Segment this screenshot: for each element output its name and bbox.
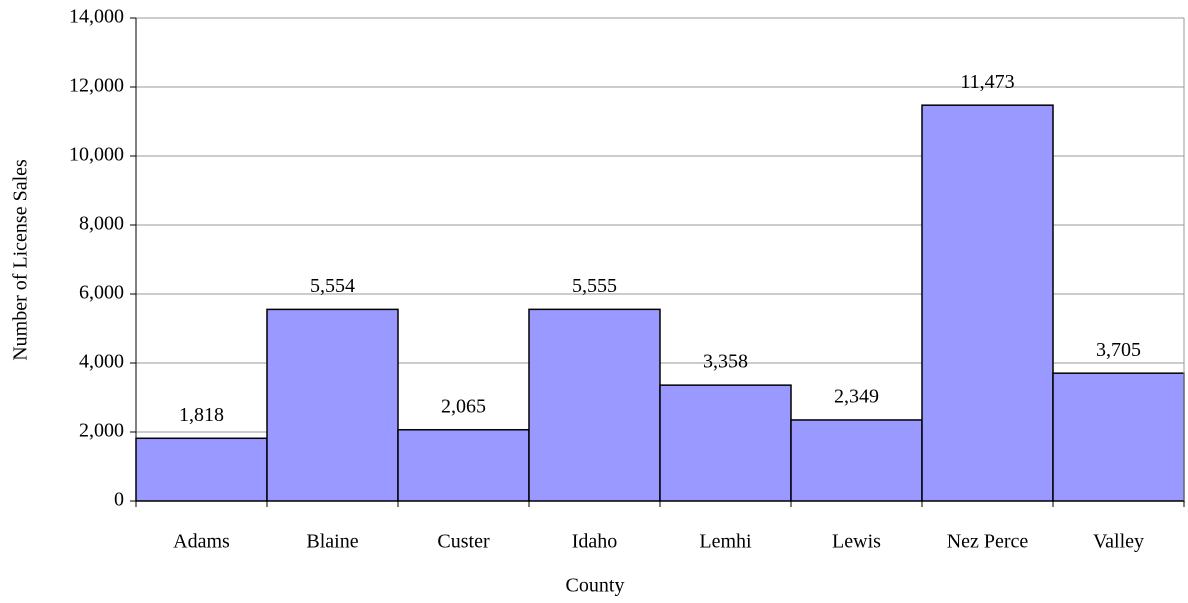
bar bbox=[1052, 372, 1185, 502]
x-tick-label: Valley bbox=[1093, 531, 1144, 553]
y-tick-label: 6,000 bbox=[79, 282, 124, 304]
bar bbox=[135, 437, 268, 502]
x-tick-label: Idaho bbox=[572, 531, 618, 553]
data-label: 11,473 bbox=[960, 71, 1014, 93]
data-label: 5,554 bbox=[310, 275, 355, 297]
y-axis-title: Number of License Sales bbox=[10, 159, 32, 361]
x-tick-label: Lewis bbox=[832, 531, 881, 553]
bar bbox=[528, 308, 661, 502]
y-tick-label: 12,000 bbox=[69, 75, 124, 97]
x-tick-label: Custer bbox=[437, 531, 490, 553]
y-tick-label: 2,000 bbox=[79, 420, 124, 442]
x-axis-title: County bbox=[566, 575, 625, 597]
data-label: 2,349 bbox=[834, 386, 879, 408]
bar bbox=[266, 308, 399, 502]
data-label: 3,705 bbox=[1096, 339, 1141, 361]
data-label: 5,555 bbox=[572, 275, 617, 297]
y-tick-label: 8,000 bbox=[79, 213, 124, 235]
data-label: 1,818 bbox=[179, 404, 224, 426]
bar bbox=[790, 419, 923, 502]
bar bbox=[659, 384, 792, 502]
bar bbox=[397, 429, 530, 502]
bar bbox=[921, 104, 1054, 502]
x-tick-label: Nez Perce bbox=[947, 531, 1029, 553]
y-tick-label: 10,000 bbox=[69, 144, 124, 166]
x-tick-label: Blaine bbox=[306, 531, 358, 553]
y-tick-label: 4,000 bbox=[79, 351, 124, 373]
data-label: 2,065 bbox=[441, 395, 486, 417]
x-tick-label: Adams bbox=[173, 531, 230, 553]
y-tick-label: 0 bbox=[114, 489, 124, 511]
x-tick-label: Lemhi bbox=[699, 531, 752, 553]
data-label: 3,358 bbox=[703, 351, 748, 373]
y-tick-label: 14,000 bbox=[69, 6, 124, 28]
